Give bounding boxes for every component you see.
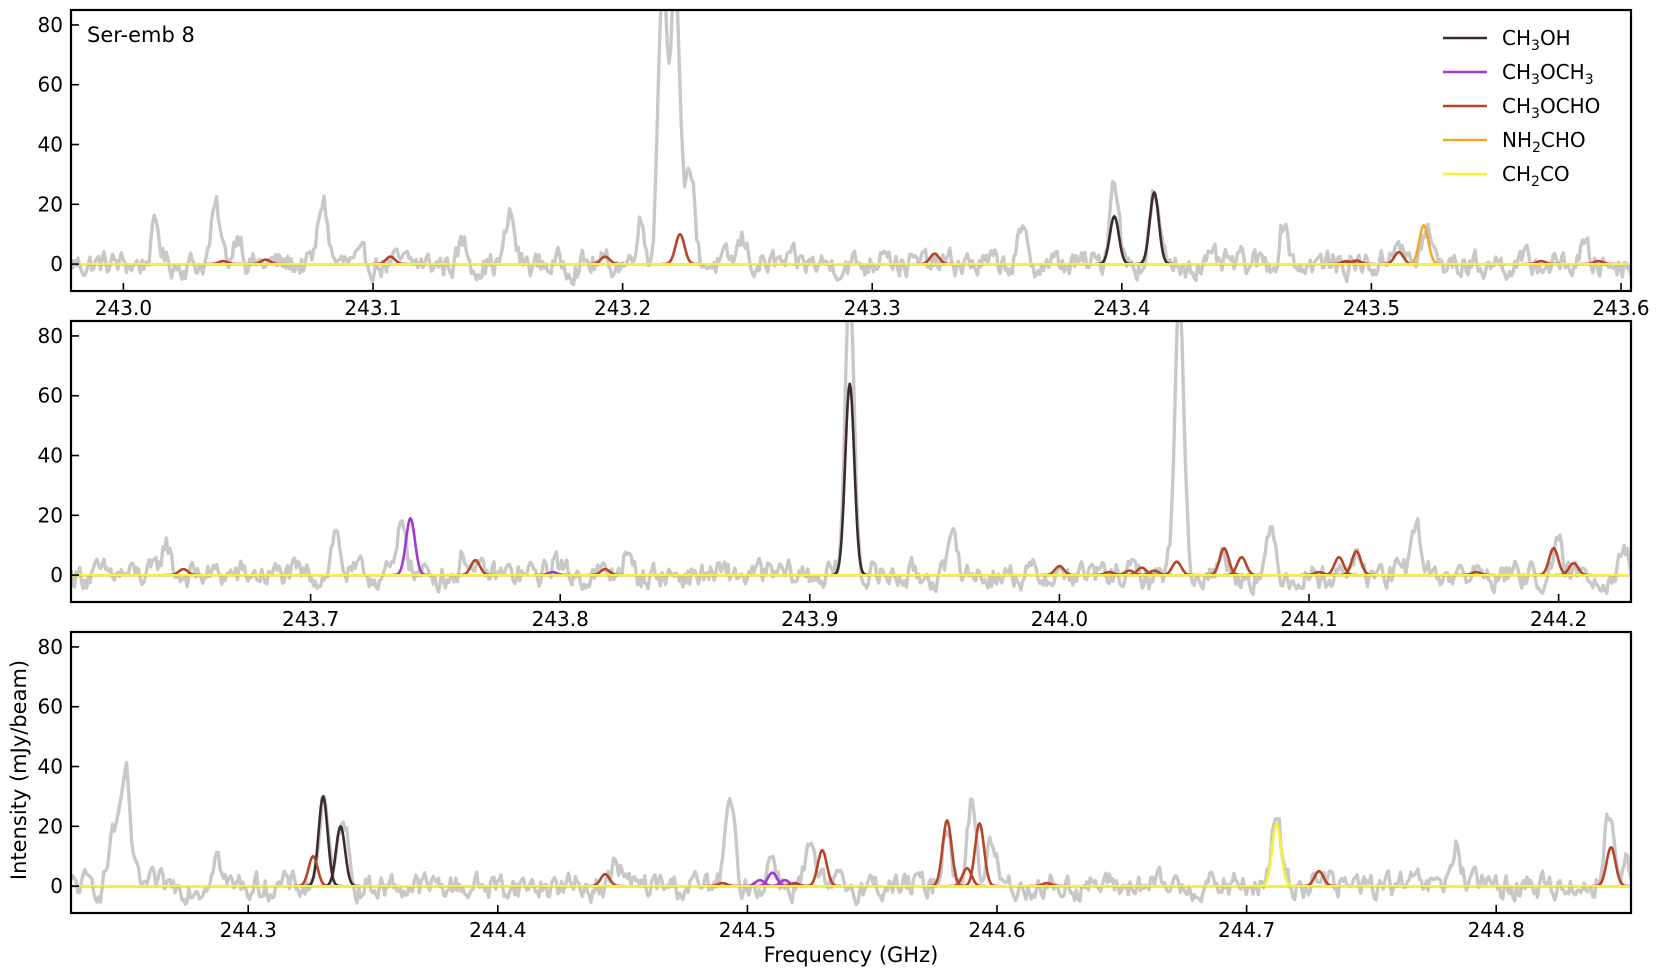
y-tick-label: 60 — [38, 73, 63, 97]
x-tick-label: 243.1 — [344, 296, 401, 320]
x-tick-label: 243.7 — [282, 607, 339, 631]
y-tick-label: 80 — [38, 635, 63, 659]
x-tick-label: 244.7 — [1218, 918, 1275, 942]
legend-label: CH3OCHO — [1502, 94, 1600, 122]
x-tick-label: 243.6 — [1592, 296, 1649, 320]
model-line-ch3ocho — [927, 819, 967, 888]
y-tick-label: 0 — [50, 563, 63, 587]
model-line-ch3oh — [1135, 191, 1174, 266]
x-tick-label: 243.0 — [95, 296, 152, 320]
x-tick-label: 243.8 — [532, 607, 589, 631]
x-tick-label: 244.3 — [220, 918, 277, 942]
y-tick-label: 20 — [38, 192, 63, 216]
observed-spectrum — [71, 321, 1631, 596]
x-tick-label: 244.2 — [1530, 607, 1587, 631]
plot-frame — [69, 319, 1633, 604]
spectrum-panel-top: 0 20 40 60 80 243.0 243.1 243.2 243.3 243.4 243.5 2… — [38, 8, 1650, 320]
x-tick-label: 244.6 — [968, 918, 1025, 942]
legend-label: CH3OCH3 — [1502, 60, 1594, 88]
x-tick-label: 243.4 — [1093, 296, 1150, 320]
x-tick-label: 244.8 — [1468, 918, 1525, 942]
observed-spectrum — [71, 760, 1631, 907]
model-line-ch3oh — [303, 795, 343, 888]
x-axis-label: Frequency (GHz) — [764, 943, 939, 967]
y-tick-label: 20 — [38, 814, 63, 838]
y-tick-label: 0 — [50, 252, 63, 276]
legend-label: CH2CO — [1502, 162, 1570, 190]
plot-frame — [69, 8, 1633, 293]
y-tick-label: 0 — [50, 874, 63, 898]
x-tick-label: 243.2 — [594, 296, 651, 320]
legend-label: CH3OH — [1502, 26, 1571, 54]
model-line-ch3oh — [830, 382, 869, 577]
y-tick-label: 20 — [38, 503, 63, 527]
y-tick-label: 60 — [38, 695, 63, 719]
legend-label: NH2CHO — [1502, 128, 1586, 156]
y-tick-label: 40 — [38, 444, 63, 468]
observed-spectrum — [71, 10, 1631, 287]
x-tick-label: 244.4 — [469, 918, 526, 942]
x-tick-label: 244.5 — [719, 918, 776, 942]
plot-frame — [69, 630, 1633, 915]
x-tick-label: 244.0 — [1031, 607, 1088, 631]
legend: CH3OH CH3OCH3 CH3OCHO NH2CHO CH2CO — [1443, 26, 1600, 190]
y-tick-label: 80 — [38, 13, 63, 37]
x-tick-label: 243.3 — [844, 296, 901, 320]
model-line-ch3ocho — [660, 232, 700, 266]
x-tick-label: 243.5 — [1343, 296, 1400, 320]
spectrum-panel-bottom: 0 20 40 60 80 244.3 244.4 244.5 244.6 244.7 244.8 — [38, 630, 1633, 942]
x-tick-label: 243.9 — [781, 607, 838, 631]
model-line-ch2co — [1257, 822, 1296, 888]
spectrum-panel-middle: 0 20 40 60 80 243.7 243.8 243.9 244.0 244.1 244.2 — [38, 319, 1633, 631]
model-line-ch3ocho — [960, 822, 999, 888]
y-axis-label: Intensity (mJy/beam) — [7, 660, 31, 880]
x-tick-label: 244.1 — [1280, 607, 1337, 631]
y-tick-label: 40 — [38, 133, 63, 157]
model-line-ch3och3 — [391, 517, 430, 577]
y-tick-label: 40 — [38, 755, 63, 779]
y-tick-label: 60 — [38, 384, 63, 408]
y-tick-label: 80 — [38, 324, 63, 348]
panel-label: Ser-emb 8 — [87, 23, 195, 47]
